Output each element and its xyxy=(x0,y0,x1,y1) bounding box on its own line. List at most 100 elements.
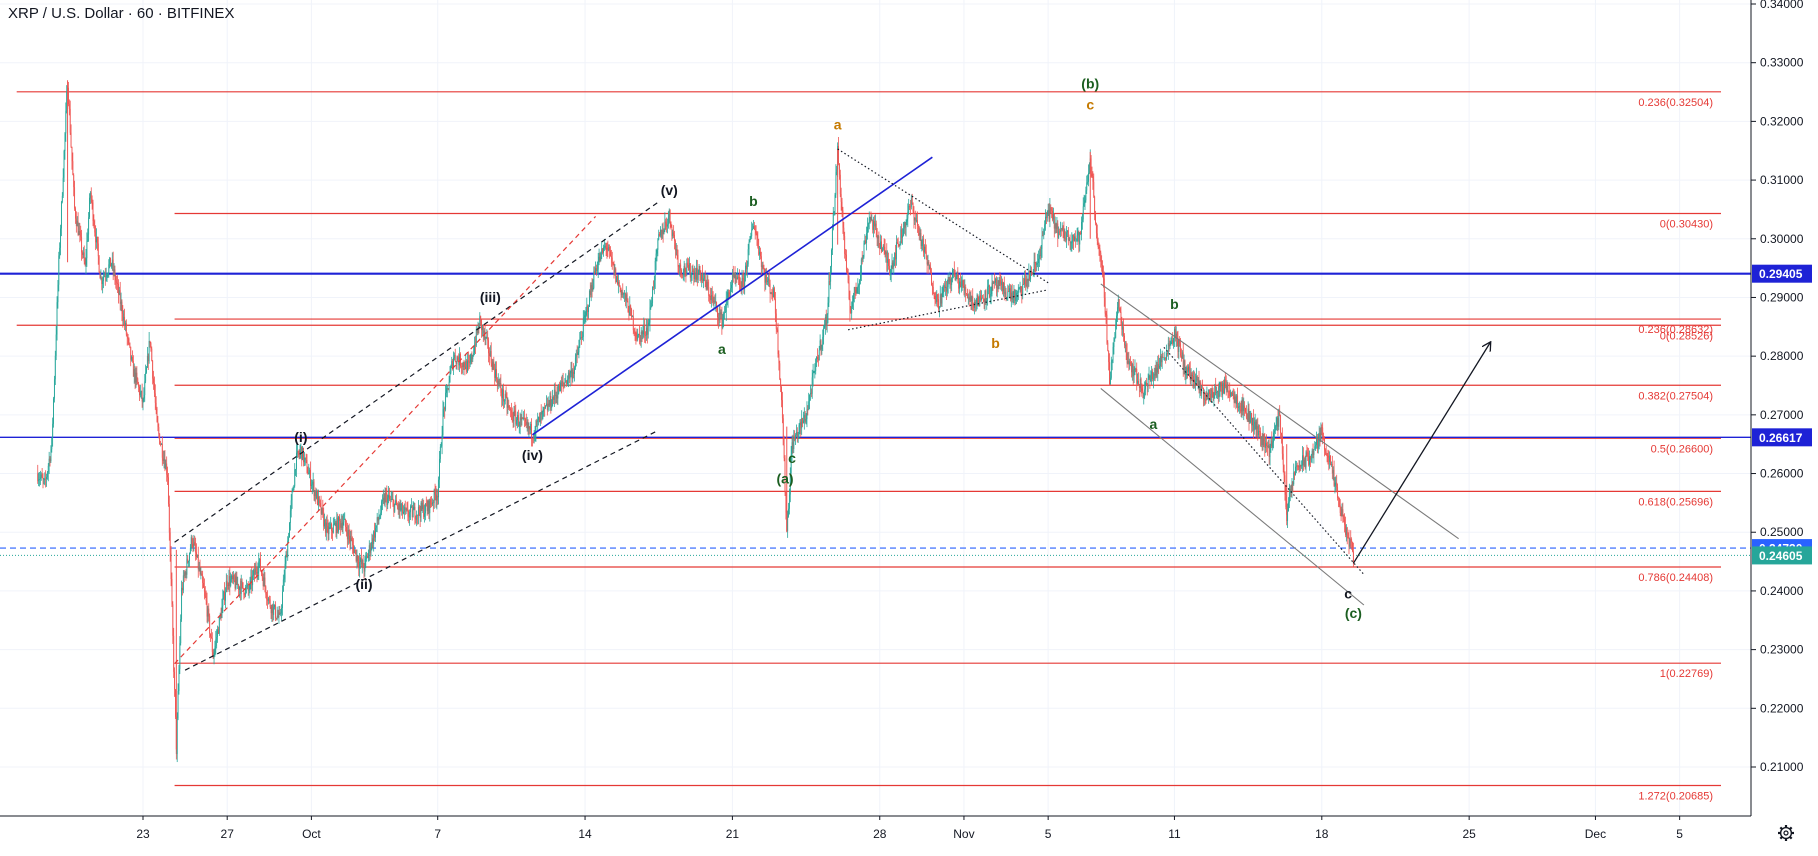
candle-body xyxy=(722,318,724,328)
candle-body xyxy=(695,273,697,280)
candle-body xyxy=(1032,272,1034,275)
candle-body xyxy=(449,372,451,383)
candle-body xyxy=(1123,327,1125,336)
candle-body xyxy=(813,370,815,373)
trend-line-black-dashed[interactable] xyxy=(184,429,659,671)
candle-body xyxy=(700,273,702,280)
candle-body xyxy=(729,294,731,297)
candle-body xyxy=(940,294,942,304)
candle-body xyxy=(60,228,62,248)
candle-body xyxy=(182,575,184,591)
candle-body xyxy=(750,236,752,237)
candle-body xyxy=(1079,232,1081,245)
candle-body xyxy=(783,445,785,459)
candle-body xyxy=(944,285,946,288)
candle-body xyxy=(248,589,250,591)
candle-body xyxy=(242,582,244,589)
candle-body xyxy=(952,269,953,278)
candle-body xyxy=(693,270,695,279)
price-axis[interactable]: 0.340000.330000.320000.310000.300000.290… xyxy=(1750,0,1818,851)
candle-body xyxy=(542,409,544,412)
trend-line-gray-solid[interactable] xyxy=(1100,283,1459,540)
candle-body xyxy=(320,503,322,514)
candle-body xyxy=(610,250,611,257)
candle-body xyxy=(332,530,333,533)
candle-body xyxy=(957,271,959,280)
candle-body xyxy=(889,273,891,274)
candle-body xyxy=(1106,314,1108,343)
candle-body xyxy=(849,298,851,313)
candle-body xyxy=(867,226,868,234)
wave-label: (ii) xyxy=(355,576,372,592)
candle-body xyxy=(1303,459,1305,466)
candle-body xyxy=(781,400,783,419)
candle-body xyxy=(197,554,199,570)
trend-line-red-dashed[interactable] xyxy=(174,216,597,665)
trend-line-black-dotted[interactable] xyxy=(837,148,1049,284)
fib-level-label: 1.272(0.20685) xyxy=(1638,790,1713,802)
candle-body xyxy=(1212,391,1214,399)
candle-body xyxy=(1136,369,1138,384)
candle-body xyxy=(261,573,263,578)
candle-body xyxy=(736,277,738,280)
candle-body xyxy=(472,355,474,360)
candle-body xyxy=(388,495,390,498)
candle-body xyxy=(1105,313,1107,315)
candle-body xyxy=(623,293,625,295)
candle-body xyxy=(285,554,287,564)
candle-body xyxy=(1302,455,1304,466)
candle-body xyxy=(1072,235,1074,241)
candle-body xyxy=(430,499,432,504)
candle-body xyxy=(836,169,838,173)
trend-line-black-arrow[interactable] xyxy=(1352,343,1490,564)
candle-body xyxy=(202,575,204,583)
candle-body xyxy=(1152,378,1154,380)
trend-line-gray-solid[interactable] xyxy=(1100,388,1365,606)
candle-body xyxy=(529,426,531,431)
candle-body xyxy=(1030,272,1032,280)
candle-body xyxy=(1335,482,1337,484)
candle-body xyxy=(515,412,517,425)
candle-body xyxy=(1271,440,1273,448)
candle-body xyxy=(494,367,496,378)
candle-body xyxy=(416,514,418,520)
candle-body xyxy=(310,485,312,486)
trend-line-blue-solid[interactable] xyxy=(531,156,933,436)
candle-body xyxy=(520,417,522,421)
candle-body xyxy=(1237,395,1239,408)
candle-body xyxy=(1142,390,1144,398)
candle-body xyxy=(1135,368,1137,370)
candle-body xyxy=(270,607,272,614)
trend-line-black-dotted[interactable] xyxy=(848,289,1049,331)
candle-body xyxy=(1055,223,1057,229)
candle-body xyxy=(499,383,501,384)
candle-body xyxy=(349,535,351,542)
candle-body xyxy=(272,604,274,615)
candle-body xyxy=(902,228,904,236)
candle-body xyxy=(630,305,632,309)
candle-body xyxy=(694,273,696,279)
candle-body xyxy=(96,236,98,244)
candle-body xyxy=(450,366,452,373)
candle-body xyxy=(620,287,622,295)
candle-body xyxy=(1017,289,1019,293)
candle-body xyxy=(644,326,646,336)
candle-body xyxy=(1037,263,1039,264)
candle-body xyxy=(548,403,550,406)
gear-icon[interactable] xyxy=(1778,825,1794,841)
candle-body xyxy=(1077,231,1079,236)
candle-body xyxy=(1295,466,1296,475)
candle-body xyxy=(888,259,889,267)
candle-body xyxy=(1035,262,1037,265)
trend-line-black-dotted[interactable] xyxy=(1163,346,1365,575)
candle-body xyxy=(1306,452,1308,454)
fib-level-label: 0(0.30430) xyxy=(1660,219,1713,231)
price-axis-label: 0.29000 xyxy=(1760,290,1804,304)
candle-body xyxy=(368,545,370,553)
candle-body xyxy=(823,327,825,337)
candle-body xyxy=(504,393,506,401)
time-axis[interactable]: 23 27 Oct 7 14 21 28 Nov 5 11 18 25 Dec 5 xyxy=(0,815,1751,851)
candle-body xyxy=(146,367,147,373)
time-axis-label: 11 xyxy=(1168,827,1181,841)
